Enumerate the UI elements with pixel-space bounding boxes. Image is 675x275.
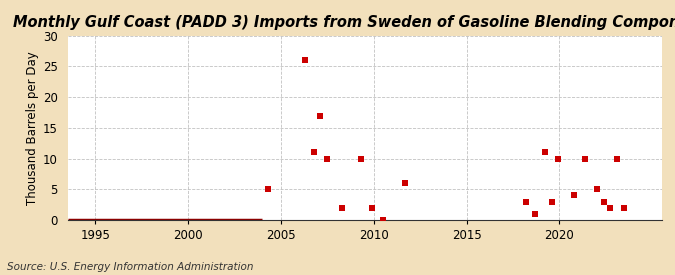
Point bbox=[612, 156, 622, 161]
Point bbox=[378, 218, 389, 222]
Point bbox=[300, 58, 310, 62]
Point bbox=[547, 199, 558, 204]
Point bbox=[337, 205, 348, 210]
Point bbox=[315, 113, 325, 118]
Point bbox=[591, 187, 602, 191]
Y-axis label: Thousand Barrels per Day: Thousand Barrels per Day bbox=[26, 51, 38, 205]
Text: Source: U.S. Energy Information Administration: Source: U.S. Energy Information Administ… bbox=[7, 262, 253, 272]
Point bbox=[569, 193, 580, 198]
Point bbox=[400, 181, 411, 185]
Point bbox=[539, 150, 550, 155]
Point bbox=[599, 199, 610, 204]
Point bbox=[309, 150, 320, 155]
Point bbox=[367, 205, 377, 210]
Point bbox=[322, 156, 333, 161]
Point bbox=[604, 205, 615, 210]
Point bbox=[520, 199, 531, 204]
Point bbox=[263, 187, 273, 191]
Point bbox=[552, 156, 563, 161]
Point bbox=[530, 212, 541, 216]
Point bbox=[619, 205, 630, 210]
Title: Monthly Gulf Coast (PADD 3) Imports from Sweden of Gasoline Blending Components: Monthly Gulf Coast (PADD 3) Imports from… bbox=[14, 15, 675, 31]
Point bbox=[355, 156, 366, 161]
Point bbox=[580, 156, 591, 161]
